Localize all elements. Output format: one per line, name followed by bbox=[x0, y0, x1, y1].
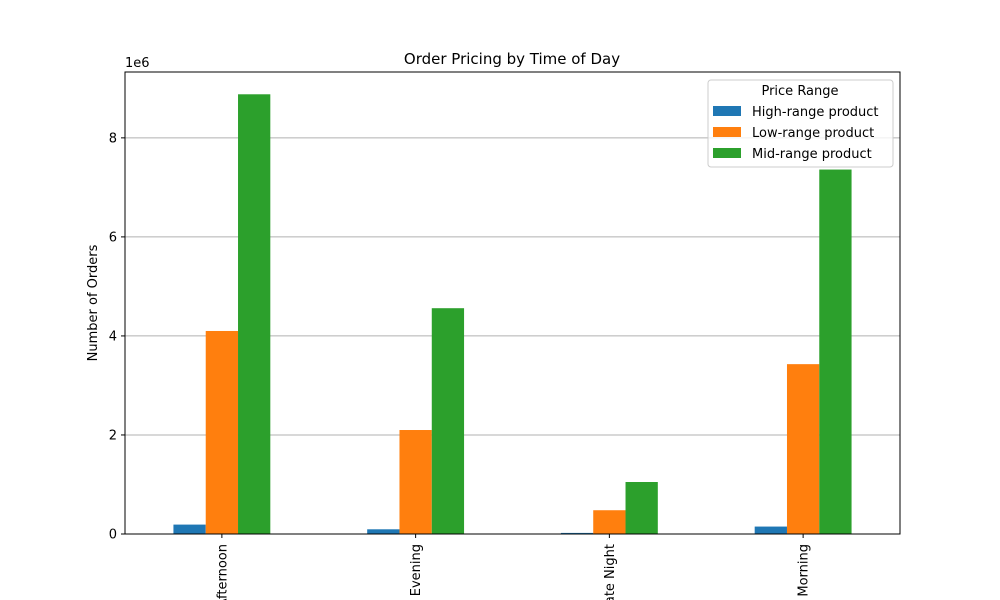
x-tick-label: Afternoon bbox=[215, 544, 230, 600]
bar bbox=[399, 430, 432, 534]
legend-title: Price Range bbox=[761, 84, 838, 99]
legend-item-label: Low-range product bbox=[752, 126, 874, 141]
y-axis-label: Number of Orders bbox=[86, 244, 101, 361]
x-axis: Afternoon Evening Late Night Morning bbox=[215, 534, 812, 600]
x-tick-label: Evening bbox=[409, 544, 424, 596]
bar bbox=[173, 524, 206, 534]
bar bbox=[431, 308, 465, 534]
bar bbox=[786, 364, 820, 534]
bar bbox=[819, 169, 852, 534]
legend-item-label: High-range product bbox=[752, 105, 879, 120]
bar bbox=[625, 482, 658, 534]
x-tick-label: Late Night bbox=[603, 544, 618, 600]
plot-frame bbox=[124, 71, 901, 535]
legend-swatch bbox=[713, 127, 741, 137]
legend-frame bbox=[707, 79, 894, 168]
legend-swatch bbox=[713, 148, 741, 158]
bars bbox=[173, 94, 852, 534]
bar bbox=[754, 526, 787, 534]
bar bbox=[205, 330, 239, 534]
chart-title: Order Pricing by Time of Day bbox=[404, 50, 620, 68]
y-offset-label: 1e6 bbox=[125, 56, 150, 71]
bar bbox=[238, 94, 271, 534]
y-axis: 0 2 4 6 8 bbox=[109, 131, 125, 543]
y-tick-label: 6 bbox=[109, 230, 117, 245]
legend: Price Range High-range product Low-range … bbox=[707, 79, 894, 168]
y-tick-label: 4 bbox=[109, 329, 117, 344]
y-tick-label: 0 bbox=[109, 528, 117, 543]
legend-swatch bbox=[713, 106, 741, 116]
x-tick-label: Morning bbox=[797, 544, 812, 597]
y-tick-label: 2 bbox=[109, 428, 117, 443]
bar bbox=[593, 510, 626, 534]
y-tick-label: 8 bbox=[109, 131, 117, 146]
bar bbox=[560, 532, 594, 534]
legend-item-label: Mid-range product bbox=[752, 147, 872, 162]
bar bbox=[367, 529, 400, 534]
